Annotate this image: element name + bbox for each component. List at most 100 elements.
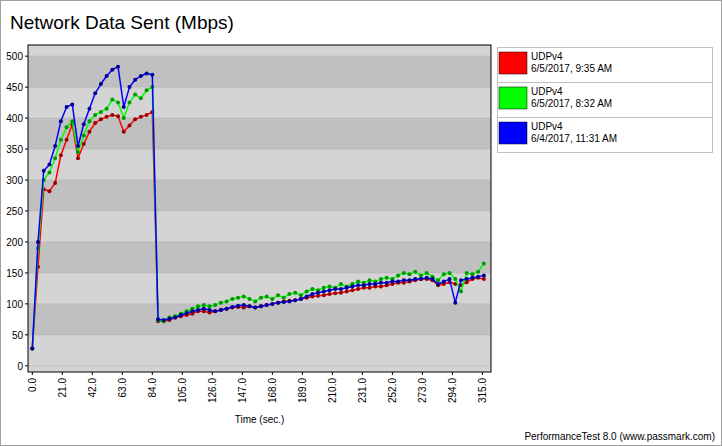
point xyxy=(333,291,337,295)
point xyxy=(465,277,469,281)
chart-border xyxy=(1,1,722,446)
point xyxy=(110,113,114,117)
point xyxy=(470,276,474,280)
point xyxy=(105,74,109,78)
point xyxy=(225,307,229,311)
point xyxy=(402,271,406,275)
legend-label: UDPv46/4/2017, 11:31 AM xyxy=(531,121,617,144)
x-tick-label: 273.0 xyxy=(417,378,428,403)
point xyxy=(333,287,337,291)
point xyxy=(59,153,63,157)
point xyxy=(99,82,103,86)
point xyxy=(476,270,480,274)
point xyxy=(133,117,137,121)
point xyxy=(305,289,309,293)
point xyxy=(442,280,446,284)
x-tick-label: 0.0 xyxy=(27,378,38,392)
point xyxy=(322,286,326,290)
chart: Network Data Sent (Mbps)0501001502002503… xyxy=(0,0,722,446)
series-line xyxy=(32,67,484,349)
y-tick-label: 250 xyxy=(6,206,23,217)
point xyxy=(82,122,86,126)
point xyxy=(139,96,143,100)
point xyxy=(133,93,137,97)
point xyxy=(299,293,303,297)
grid-band xyxy=(28,180,491,211)
point xyxy=(230,305,234,309)
point xyxy=(259,296,263,300)
legend-label: UDPv46/5/2017, 8:32 AM xyxy=(531,86,612,109)
grid-line xyxy=(28,241,491,242)
point xyxy=(339,282,343,286)
grid-band xyxy=(28,56,491,87)
point xyxy=(36,240,40,244)
point xyxy=(282,300,286,304)
point xyxy=(127,85,131,89)
plot-frame xyxy=(28,45,491,372)
point xyxy=(379,285,383,289)
legend-swatch xyxy=(499,52,527,74)
grid-line xyxy=(28,180,491,181)
point xyxy=(350,285,354,289)
point xyxy=(265,303,269,307)
x-tick-label: 63.0 xyxy=(117,378,128,398)
grid-band xyxy=(28,242,491,273)
series-line xyxy=(32,112,484,349)
point xyxy=(453,277,457,281)
point xyxy=(288,299,292,303)
legend-swatch xyxy=(499,87,527,109)
y-tick-label: 100 xyxy=(6,299,23,310)
annotation: PerformanceTest 8.0 (www.passmark.com) xyxy=(524,431,715,442)
point xyxy=(59,119,63,123)
x-tick-label: 21.0 xyxy=(57,378,68,398)
x-tick-label: 210.0 xyxy=(327,378,338,403)
y-tick-label: 300 xyxy=(6,175,23,186)
point xyxy=(190,309,194,313)
point xyxy=(122,130,126,134)
grid-line xyxy=(28,303,491,304)
x-tick-label: 84.0 xyxy=(147,378,158,398)
point xyxy=(122,116,126,120)
point xyxy=(476,275,480,279)
point xyxy=(93,121,97,125)
point xyxy=(253,299,257,303)
point xyxy=(356,287,360,291)
point xyxy=(419,277,423,281)
point xyxy=(139,115,143,119)
point xyxy=(53,181,57,185)
point xyxy=(230,306,234,310)
point xyxy=(282,296,286,300)
point xyxy=(162,318,166,322)
point xyxy=(105,107,109,111)
point xyxy=(259,304,263,308)
grid-line xyxy=(28,56,491,57)
point xyxy=(202,307,206,311)
point xyxy=(179,313,183,317)
grid-line xyxy=(28,210,491,211)
y-tick-label: 150 xyxy=(6,268,23,279)
point xyxy=(442,272,446,276)
point xyxy=(53,156,57,160)
x-tick-label: 147.0 xyxy=(237,378,248,403)
legend-label-line: 6/5/2017, 8:32 AM xyxy=(531,98,612,109)
legend-box xyxy=(498,83,713,118)
point xyxy=(225,307,229,311)
point xyxy=(276,301,280,305)
point xyxy=(82,133,86,137)
point xyxy=(448,277,452,281)
point xyxy=(156,318,160,322)
x-tick-label: 189.0 xyxy=(297,378,308,403)
point xyxy=(316,291,320,295)
grid-line xyxy=(28,272,491,273)
x-tick-label: 252.0 xyxy=(387,378,398,403)
point xyxy=(47,189,51,193)
point xyxy=(47,171,51,175)
point xyxy=(196,308,200,312)
point xyxy=(436,282,440,286)
grid-line xyxy=(28,334,491,335)
point xyxy=(76,144,80,148)
point xyxy=(127,101,131,105)
legend-label-line: UDPv4 xyxy=(531,121,563,132)
point xyxy=(230,297,234,301)
title: Network Data Sent (Mbps) xyxy=(10,12,234,33)
